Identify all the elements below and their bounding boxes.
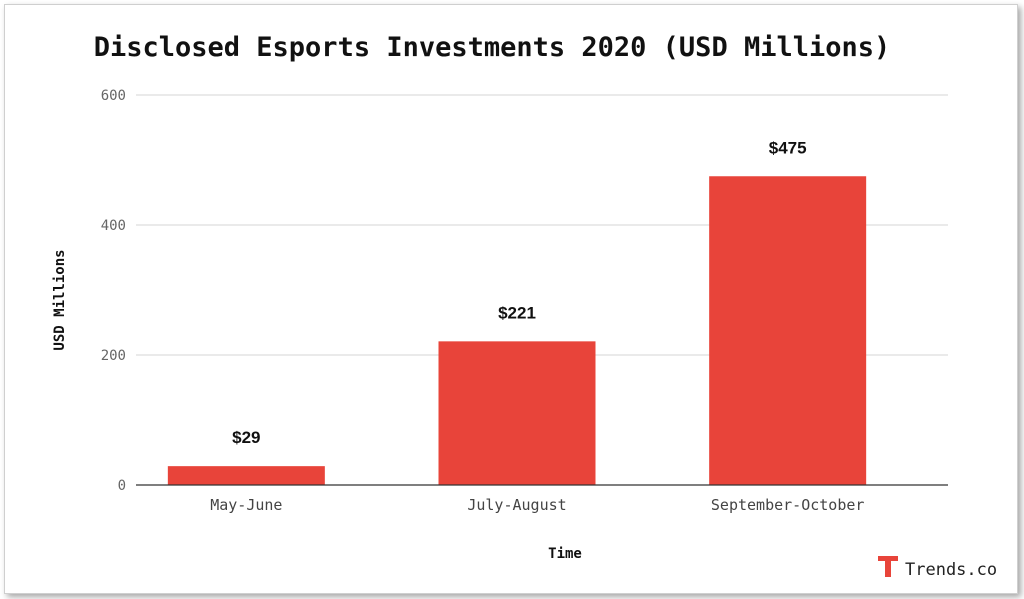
x-category-label: July-August <box>467 496 566 514</box>
y-axis-ticks: 0 200 400 600 <box>101 88 126 494</box>
y-axis-title: USD Millions <box>52 249 68 350</box>
x-category-label: May-June <box>210 496 282 514</box>
brand-name: Trends.co <box>905 560 997 580</box>
bar <box>167 466 325 485</box>
bar <box>438 341 596 485</box>
bars <box>167 176 867 485</box>
y-tick-label: 200 <box>101 348 126 364</box>
x-axis-title: Time <box>548 546 582 562</box>
data-label: $221 <box>498 303 536 322</box>
y-tick-label: 600 <box>101 88 126 104</box>
y-tick-label: 400 <box>101 218 126 234</box>
brand-logo: Trends.co <box>878 556 997 580</box>
trends-logo-icon <box>878 556 898 577</box>
bar <box>709 176 867 485</box>
x-category-label: September-October <box>711 496 865 514</box>
data-label: $29 <box>232 428 260 447</box>
data-label: $475 <box>769 138 807 157</box>
y-tick-label: 0 <box>118 478 126 494</box>
chart-title: Disclosed Esports Investments 2020 (USD … <box>94 32 891 63</box>
data-labels: $29 $221 $475 <box>232 138 806 447</box>
x-axis-categories: May-June July-August September-October <box>210 496 864 514</box>
